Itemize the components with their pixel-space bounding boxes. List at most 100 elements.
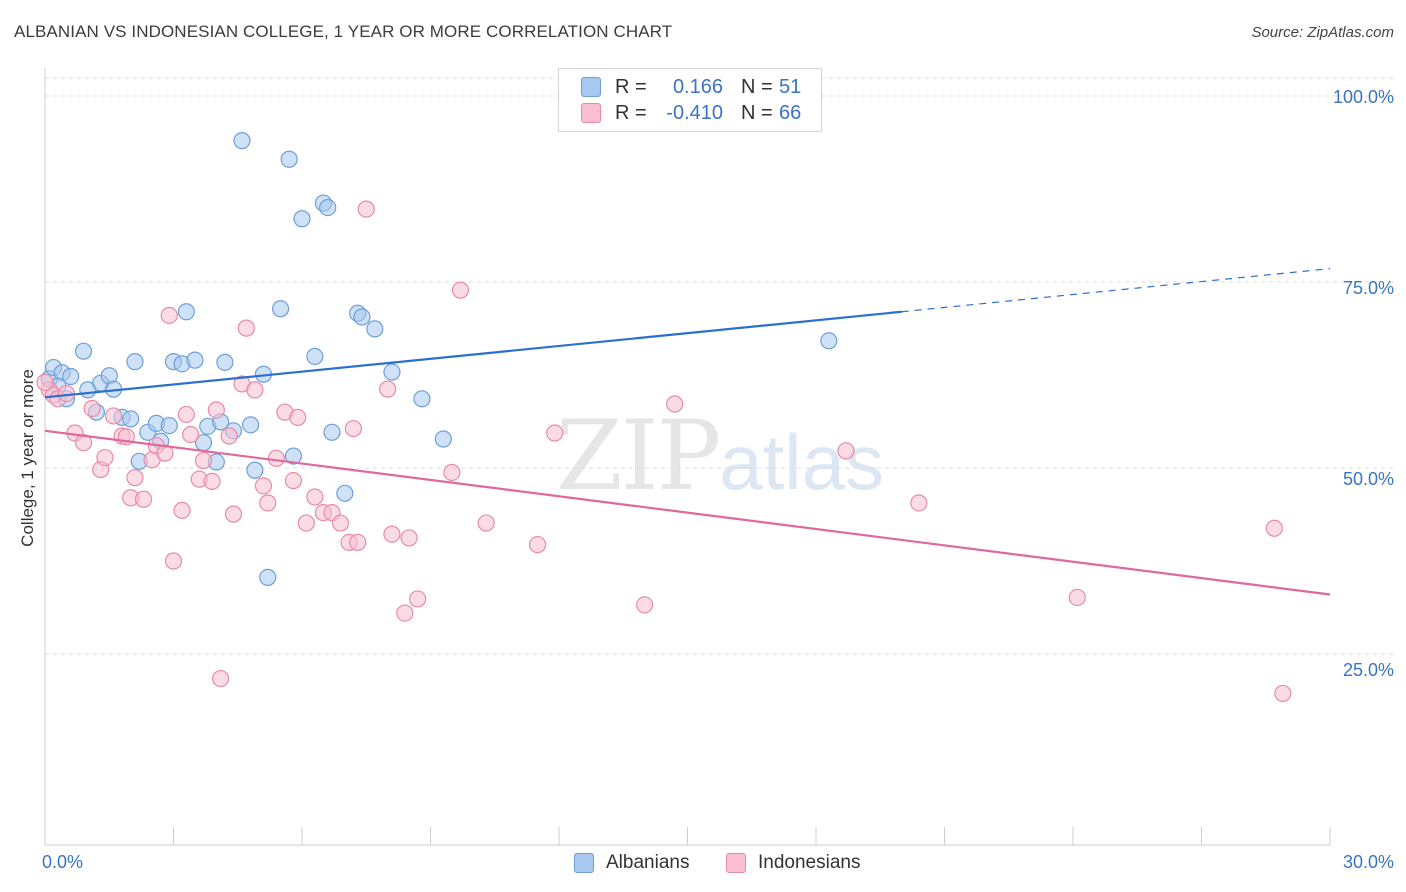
indonesian-point-47: [357, 200, 375, 218]
albanian-point-35: [280, 150, 298, 168]
albanian-point-31: [246, 461, 264, 479]
albanians-swatch: [581, 77, 601, 97]
indonesian-point-57: [546, 424, 564, 442]
indonesian-point-20: [173, 501, 191, 520]
r-label: R =: [615, 101, 647, 124]
albanian-point-13: [126, 353, 144, 371]
indonesian-point-8: [96, 448, 114, 467]
indonesian-point-51: [400, 529, 418, 547]
indonesian-point-61: [910, 494, 928, 512]
albanian-point-38: [306, 347, 324, 365]
indonesian-point-13: [126, 469, 144, 487]
albanian-point-42: [336, 484, 354, 502]
stats-row-indonesians: R = -0.410 N = 66: [581, 100, 801, 126]
albanian-point-12: [122, 410, 140, 428]
indonesian-point-25: [203, 472, 221, 490]
indonesian-point-54: [451, 281, 470, 299]
albanian-trend-line: [44, 310, 902, 399]
indonesian-point-52: [409, 590, 427, 608]
indonesian-point-65: [36, 373, 54, 392]
albanian-point-36: [284, 447, 303, 465]
indonesian-point-39: [297, 514, 315, 532]
indonesians-swatch: [581, 103, 601, 123]
indonesian-point-45: [344, 419, 362, 438]
indonesians-legend-swatch: [726, 853, 746, 873]
x-tick-label-max: 30.0%: [1342, 852, 1394, 872]
albanian-point-30: [242, 416, 260, 434]
series-legend: Albanians Indonesians: [0, 852, 1406, 878]
n-label: N =: [741, 75, 773, 98]
indonesian-point-14: [134, 490, 153, 508]
albanian-point-45: [366, 320, 384, 338]
indonesian-point-37: [284, 472, 303, 490]
indonesian-point-19: [164, 552, 183, 570]
albanian-point-47: [413, 390, 431, 408]
indonesian-point-50: [396, 604, 414, 622]
r-value: 0.166: [672, 75, 723, 98]
legend-item-albanians: Albanians: [574, 852, 689, 874]
albanians-legend-swatch: [574, 853, 594, 873]
indonesian-point-18: [160, 306, 178, 325]
indonesian-point-24: [194, 451, 213, 470]
indonesian-point-9: [104, 407, 123, 425]
indonesian-trend-line: [44, 429, 1331, 596]
y-tick-label-100: 100.0%: [1332, 87, 1394, 107]
albanian-point-22: [186, 351, 204, 369]
albanian-point-44: [353, 308, 371, 326]
albanian-point-46: [383, 363, 401, 381]
y-tick-label-50: 50.0%: [1342, 469, 1394, 489]
chart-title: ALBANIAN VS INDONESIAN COLLEGE, 1 YEAR O…: [14, 22, 673, 41]
n-label: N =: [741, 101, 773, 124]
indonesian-point-35: [267, 449, 285, 467]
albanian-point-18: [160, 416, 178, 435]
indonesian-point-59: [666, 395, 684, 413]
indonesian-point-49: [383, 525, 401, 543]
indonesian-point-22: [182, 425, 200, 444]
indonesian-point-55: [477, 514, 495, 532]
albanian-point-40: [319, 199, 337, 217]
stats-legend: R = 0.166 N = 51 R = -0.410 N = 66: [558, 68, 822, 132]
albanian-point-21: [177, 303, 195, 321]
x-tick-label-min: 0.0%: [42, 852, 84, 872]
albanian-point-5: [74, 342, 93, 360]
indonesian-point-56: [528, 536, 547, 554]
indonesian-point-27: [212, 669, 230, 688]
albanian-point-41: [323, 423, 341, 441]
indonesian-point-46: [349, 533, 367, 552]
albanian-point-48: [434, 430, 452, 448]
indonesian-point-62: [1068, 588, 1086, 607]
legend-label-indonesians: Indonesians: [758, 852, 861, 873]
indonesian-point-48: [379, 380, 397, 398]
albanian-point-4: [62, 367, 80, 386]
indonesian-point-26: [207, 401, 225, 419]
albanian-point-37: [293, 210, 311, 228]
indonesian-point-40: [306, 488, 324, 506]
indonesian-point-21: [177, 405, 195, 424]
legend-item-indonesians: Indonesians: [726, 852, 860, 874]
indonesian-point-29: [224, 505, 243, 523]
indonesian-point-28: [220, 427, 238, 445]
legend-label-albanians: Albanians: [606, 852, 690, 873]
indonesian-point-60: [837, 442, 855, 460]
indonesian-point-31: [237, 319, 255, 337]
albanian-point-27: [216, 353, 234, 371]
source-label: Source: ZipAtlas.com: [1251, 24, 1394, 41]
albanian-trend-extension: [901, 268, 1331, 313]
albanian-point-49: [820, 332, 838, 350]
y-tick-label-75: 75.0%: [1342, 278, 1394, 298]
indonesian-point-53: [443, 463, 461, 482]
stats-row-albanians: R = 0.166 N = 51: [581, 74, 801, 100]
watermark-atlas: atlas: [719, 418, 884, 506]
indonesian-point-63: [1265, 519, 1283, 537]
indonesian-point-43: [331, 514, 350, 532]
y-tick-label-25: 25.0%: [1342, 660, 1394, 680]
indonesian-point-6: [83, 399, 101, 418]
indonesian-point-33: [254, 477, 273, 495]
indonesian-point-32: [246, 381, 264, 399]
albanian-point-29: [233, 132, 251, 150]
r-value: -0.410: [666, 101, 723, 124]
indonesian-point-64: [1274, 684, 1292, 703]
watermark: ZIPatlas: [556, 400, 884, 512]
indonesian-point-34: [259, 494, 277, 512]
